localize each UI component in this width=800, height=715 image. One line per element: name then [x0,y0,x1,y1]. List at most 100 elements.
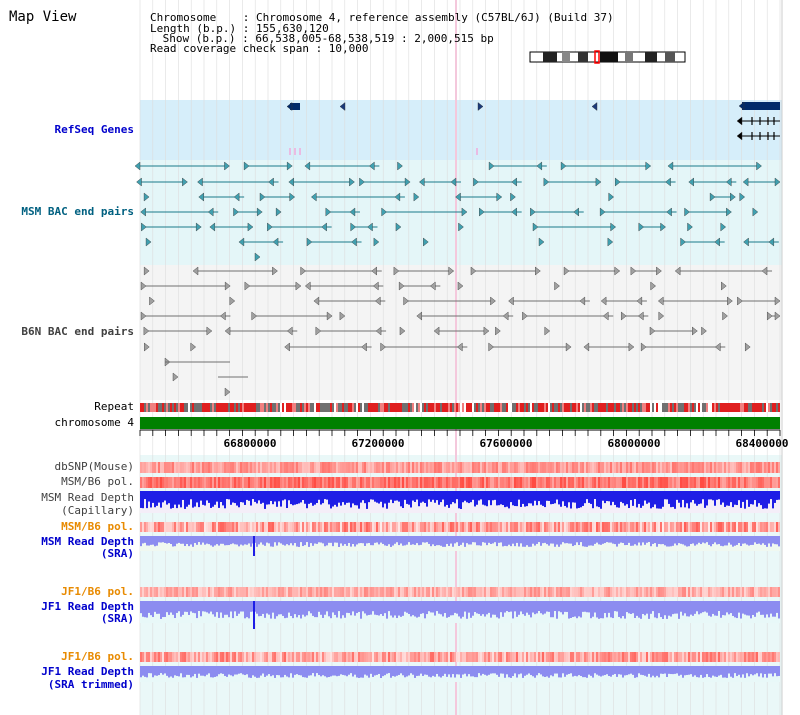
bac-end-arrow[interactable] [351,237,357,247]
bac-end-arrow[interactable] [761,266,768,276]
bac-end-arrow[interactable] [172,372,179,382]
bac-end-arrow[interactable] [483,326,490,336]
bac-end-arrow[interactable] [423,237,429,247]
bac-end-arrow[interactable] [350,222,356,232]
bac-end-arrow[interactable] [508,296,514,306]
gene-arrow[interactable] [477,102,484,111]
bac-end-arrow[interactable] [496,192,503,202]
bac-end-arrow[interactable] [286,326,293,336]
bac-end-arrow[interactable] [398,281,405,291]
bac-end-arrow[interactable] [638,222,645,232]
bac-end-arrow[interactable] [488,342,494,352]
bac-end-arrow[interactable] [247,222,254,232]
bac-end-arrow[interactable] [730,192,736,202]
bac-end-arrow[interactable] [774,296,781,306]
bac-end-arrow[interactable] [233,207,239,217]
b6n-bac-track[interactable] [140,266,781,397]
gene-arrow[interactable] [591,102,598,111]
bac-end-arrow[interactable] [502,311,509,321]
bac-end-arrow[interactable] [394,192,401,202]
bac-end-arrow[interactable] [726,207,732,217]
bac-end-arrow[interactable] [448,266,454,276]
refseq-genes-track[interactable] [286,101,780,155]
bac-end-arrow[interactable] [563,266,570,276]
bac-end-arrow[interactable] [326,311,333,321]
bac-end-arrow[interactable] [530,207,536,217]
bac-end-arrow[interactable] [143,266,150,276]
msm-bac-track[interactable] [134,161,781,262]
bac-end-arrow[interactable] [610,222,616,232]
bac-end-arrow[interactable] [510,192,516,202]
bac-end-arrow[interactable] [583,342,590,352]
bac-end-arrow[interactable] [404,177,411,187]
bac-end-arrow[interactable] [579,296,586,306]
bac-end-arrow[interactable] [311,192,317,202]
bac-end-arrow[interactable] [403,296,409,306]
bac-end-arrow[interactable] [361,342,367,352]
bac-end-arrow[interactable] [450,177,457,187]
bac-end-arrow[interactable] [413,192,420,202]
bac-end-arrow[interactable] [455,192,461,202]
bac-end-arrow[interactable] [737,296,743,306]
bac-end-arrow[interactable] [325,207,332,217]
bac-end-arrow[interactable] [182,177,188,187]
bac-end-arrow[interactable] [197,177,203,187]
bac-end-arrow[interactable] [339,311,346,321]
bac-end-arrow[interactable] [190,342,197,352]
bac-end-arrow[interactable] [701,326,707,336]
bac-end-arrow[interactable] [367,222,373,232]
bac-end-arrow[interactable] [522,311,528,321]
bac-end-arrow[interactable] [536,161,543,171]
bac-end-arrow[interactable] [544,326,551,336]
bac-end-arrow[interactable] [397,161,403,171]
bac-end-arrow[interactable] [229,296,236,306]
bac-end-arrow[interactable] [224,281,231,291]
bac-end-arrow[interactable] [140,311,147,321]
bac-end-arrow[interactable] [722,311,728,321]
bac-end-arrow[interactable] [433,326,440,336]
bac-end-arrow[interactable] [304,281,311,291]
bac-end-arrow[interactable] [608,192,615,202]
bac-end-arrow[interactable] [349,207,356,217]
bac-end-arrow[interactable] [419,177,425,187]
bac-end-arrow[interactable] [658,311,665,321]
bac-end-arrow[interactable] [660,222,666,232]
bac-end-arrow[interactable] [637,311,644,321]
bac-end-arrow[interactable] [209,222,216,232]
bac-end-arrow[interactable] [288,177,294,187]
bac-end-arrow[interactable] [259,192,266,202]
bac-end-arrow[interactable] [381,207,387,217]
bac-end-arrow[interactable] [233,192,240,202]
bac-end-arrow[interactable] [532,222,539,232]
bac-end-arrow[interactable] [393,266,400,276]
bac-end-arrow[interactable] [134,161,141,171]
bac-end-arrow[interactable] [727,296,733,306]
bac-end-arrow[interactable] [349,177,355,187]
refseq-genes-label[interactable]: RefSeq Genes [54,123,134,136]
bac-end-arrow[interactable] [615,177,621,187]
bac-end-arrow[interactable] [607,237,614,247]
bac-end-arrow[interactable] [628,342,635,352]
bac-end-arrow[interactable] [657,296,664,306]
bac-end-arrow[interactable] [198,192,204,202]
bac-end-arrow[interactable] [224,326,231,336]
bac-end-arrow[interactable] [714,237,720,247]
bac-end-arrow[interactable] [665,177,671,187]
gene-block[interactable] [290,103,300,110]
bac-end-arrow[interactable] [192,266,199,276]
bac-end-arrow[interactable] [224,387,231,397]
bac-end-arrow[interactable] [300,266,307,276]
bac-end-arrow[interactable] [275,207,282,217]
bac-end-arrow[interactable] [745,342,751,352]
bac-end-arrow[interactable] [774,177,781,187]
gene-block[interactable] [742,102,780,110]
bac-end-arrow[interactable] [543,177,550,187]
bac-end-arrow[interactable] [416,311,422,321]
bac-end-arrow[interactable] [490,296,496,306]
bac-end-arrow[interactable] [649,326,656,336]
bac-end-arrow[interactable] [602,311,609,321]
bac-end-arrow[interactable] [684,207,690,217]
bac-end-arrow[interactable] [599,207,606,217]
bac-end-arrow[interactable] [756,161,762,171]
bac-end-arrow[interactable] [725,177,732,187]
